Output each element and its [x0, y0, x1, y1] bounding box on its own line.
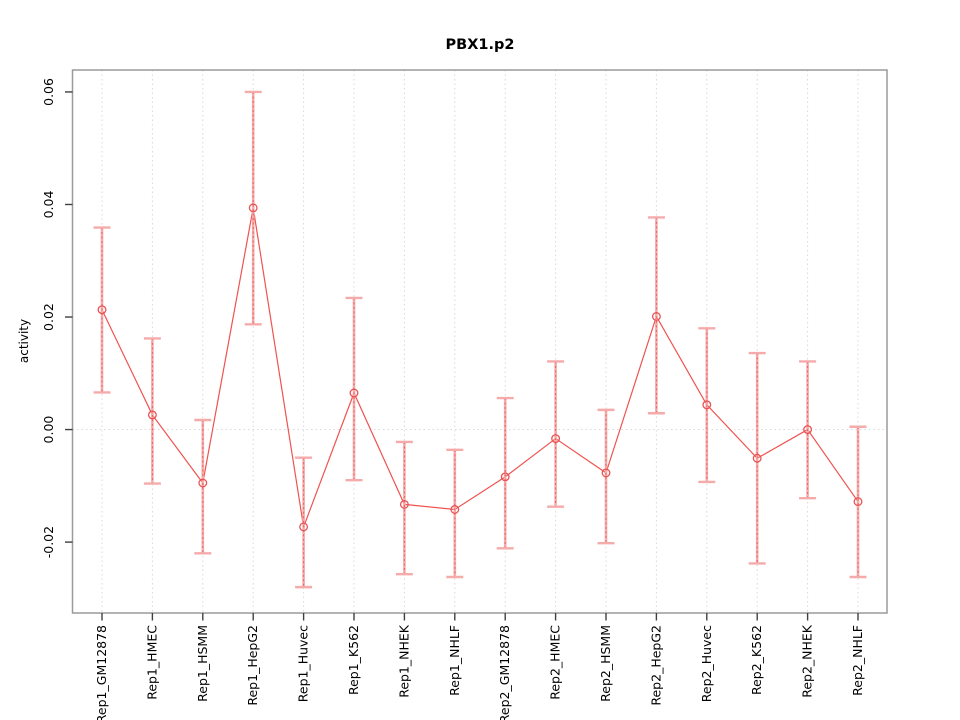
x-tick-label: Rep2_Huvec: [699, 625, 714, 702]
data-point-marker: [500, 472, 510, 482]
x-tick-label: Rep1_NHEK: [396, 624, 411, 698]
error-bar: [698, 327, 716, 484]
x-tick-label: Rep1_NHLF: [447, 625, 462, 696]
data-point-marker: [349, 388, 359, 398]
x-tick-label: Rep1_HepG2: [245, 625, 260, 706]
error-bar: [295, 456, 313, 589]
x-tick-label: Rep2_K562: [749, 625, 764, 695]
data-layer: [93, 90, 867, 589]
x-tick-label: Rep1_Huvec: [296, 625, 311, 702]
error-bar: [799, 360, 817, 500]
data-point-marker: [551, 434, 561, 444]
data-point-marker: [651, 312, 661, 321]
error-bar: [647, 216, 665, 415]
data-point-marker: [803, 425, 813, 435]
data-point-marker: [147, 410, 157, 420]
error-bar: [849, 425, 867, 579]
x-tick-label: Rep1_GM12878: [94, 625, 109, 720]
x-tick-label: Rep2_NHEK: [800, 624, 815, 698]
error-bar: [547, 360, 565, 508]
x-tick-label: Rep1_K562: [346, 625, 361, 695]
data-point-marker: [399, 499, 409, 509]
x-tick-label: Rep2_NHLF: [850, 625, 865, 696]
x-tick-label: Rep2_HMEC: [548, 625, 563, 700]
plot-frame: [71, 69, 888, 614]
data-point-marker: [853, 497, 863, 507]
data-point-marker: [601, 468, 611, 478]
data-point-marker: [450, 505, 460, 514]
data-point-marker: [702, 400, 712, 410]
series-line: [101, 207, 859, 530]
y-tick-label: 0.02: [41, 303, 56, 331]
x-tick-label: Rep2_GM12878: [497, 625, 512, 720]
data-point-marker: [97, 305, 107, 315]
x-tick-label: Rep2_HepG2: [648, 625, 663, 706]
x-tick-label: Rep2_HSMM: [598, 625, 613, 702]
data-point-marker: [752, 453, 762, 463]
error-bar: [244, 90, 262, 326]
y-tick-label: 0.04: [41, 191, 56, 219]
error-bar: [93, 226, 111, 394]
chart-title: PBX1.p2: [446, 37, 515, 53]
x-tick-label: Rep1_HMEC: [144, 625, 159, 700]
error-bar: [748, 351, 766, 565]
y-tick-label: -0.02: [41, 526, 56, 558]
grid-layer: [72, 70, 887, 613]
data-point-marker: [299, 522, 309, 532]
y-axis-label: activity: [17, 319, 31, 363]
data-point-marker: [248, 203, 258, 213]
data-point-marker: [198, 478, 208, 488]
x-tick-label: Rep1_HSMM: [195, 625, 210, 702]
y-tick-label: 0.00: [41, 416, 56, 444]
axis-layer: -0.02 0.00 0.02 0.04 0.06 Rep1_GM12878 Rep1_HM…: [41, 69, 888, 720]
y-tick-label: 0.06: [41, 78, 56, 106]
